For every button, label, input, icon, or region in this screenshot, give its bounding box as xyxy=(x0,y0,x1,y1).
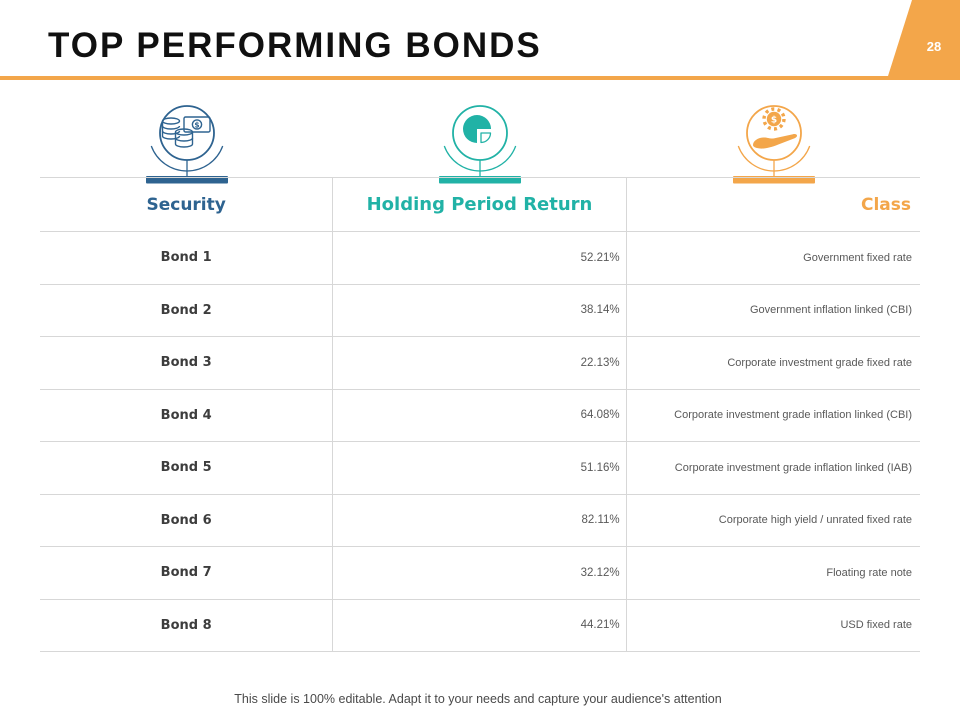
table-row: Bond 2 38.14% Government inflation linke… xyxy=(40,284,920,337)
class-cell: Corporate investment grade fixed rate xyxy=(727,356,912,369)
return-cell: 22.13% xyxy=(333,337,627,389)
return-cell: 51.16% xyxy=(333,442,627,494)
security-cell: Bond 3 xyxy=(40,337,334,389)
table-row: Bond 4 64.08% Corporate investment grade… xyxy=(40,389,920,442)
svg-text:$: $ xyxy=(194,120,199,129)
column-header-security: Security xyxy=(40,178,334,231)
class-cell: Government inflation linked (CBI) xyxy=(749,304,912,317)
security-cell: Bond 1 xyxy=(40,232,334,284)
column-header-class: Class xyxy=(860,194,911,215)
class-cell: Government fixed rate xyxy=(803,251,912,264)
page-title: TOP PERFORMING BONDS xyxy=(48,26,542,65)
slide-number-badge: 28 xyxy=(926,39,942,54)
editable-note: This slide is 100% editable. Adapt it to… xyxy=(234,692,722,706)
class-cell: USD fixed rate xyxy=(840,619,912,632)
table-row: Bond 1 52.21% Government fixed rate xyxy=(40,232,920,285)
return-cell: 38.14% xyxy=(333,284,627,336)
security-cell: Bond 5 xyxy=(40,442,334,494)
class-cell: Corporate investment grade inflation lin… xyxy=(674,409,912,422)
table-row: Bond 8 44.21% USD fixed rate xyxy=(40,599,920,652)
return-cell: 44.21% xyxy=(333,599,627,651)
return-cell: 32.12% xyxy=(333,547,627,599)
return-cell: 52.21% xyxy=(333,232,627,284)
table-row: Bond 7 32.12% Floating rate note xyxy=(40,547,920,600)
header-divider xyxy=(0,76,960,80)
security-cell: Bond 7 xyxy=(40,547,334,599)
money-coins-icon: $ xyxy=(146,105,228,184)
security-cell: Bond 8 xyxy=(40,599,334,651)
security-cell: Bond 4 xyxy=(40,389,334,441)
return-cell: 82.11% xyxy=(333,494,627,546)
column-header-holding-period-return: Holding Period Return xyxy=(333,178,627,231)
hand-gear-dollar-icon: $ xyxy=(733,105,815,184)
class-cell: Floating rate note xyxy=(826,566,912,579)
security-cell: Bond 6 xyxy=(40,494,334,546)
table-header-row: Security Holding Period Return Class xyxy=(40,177,920,232)
table-row: Bond 3 22.13% Corporate investment grade… xyxy=(40,337,920,390)
corner-accent-shape xyxy=(888,0,960,76)
pie-chart-icon xyxy=(439,105,521,184)
bonds-table: Security Holding Period Return Class Bon… xyxy=(40,177,920,652)
return-cell: 64.08% xyxy=(333,389,627,441)
security-cell: Bond 2 xyxy=(40,284,334,336)
table-row: Bond 6 82.11% Corporate high yield / unr… xyxy=(40,494,920,547)
svg-text:$: $ xyxy=(771,115,777,125)
table-row: Bond 5 51.16% Corporate investment grade… xyxy=(40,442,920,495)
class-cell: Corporate high yield / unrated fixed rat… xyxy=(718,514,912,527)
class-cell: Corporate investment grade inflation lin… xyxy=(674,461,912,474)
